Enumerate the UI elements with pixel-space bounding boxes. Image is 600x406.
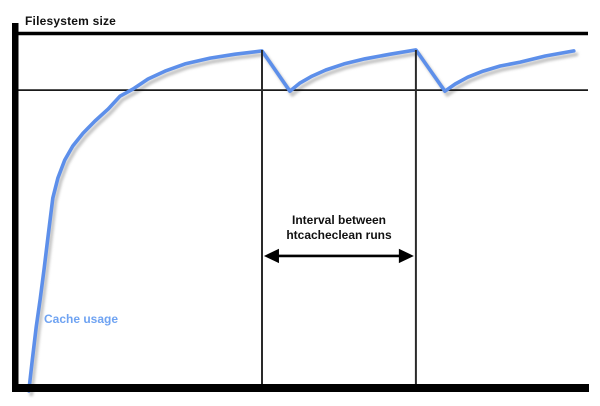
cache-usage-curve [27,48,576,393]
interval-annotation: Interval between htcacheclean runs [262,213,416,243]
interval-annotation-line1: Interval between [291,213,387,227]
x-axis [12,384,589,392]
interval-arrow-head-left [263,248,279,264]
cache-usage-label: Cache usage [44,312,119,326]
filesystem-size-label: Filesystem size [25,14,117,28]
cache-usage-curve-shadow [29,51,579,397]
y-axis [12,23,19,392]
interval-arrow-head-right [398,248,414,264]
interval-annotation-line2: htcacheclean runs [286,228,392,242]
interval-arrow [263,248,414,264]
